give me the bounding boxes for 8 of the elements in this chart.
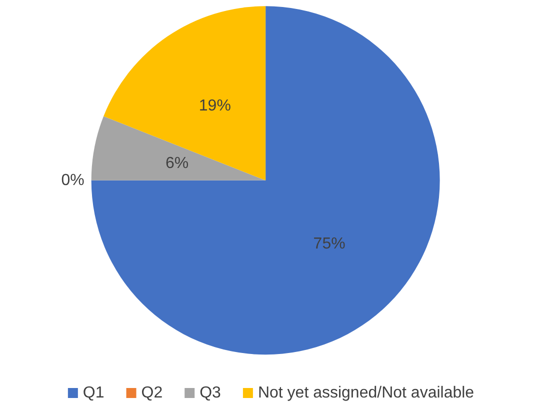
legend-label: Q1 (82, 384, 104, 402)
data-label: 6% (165, 155, 189, 172)
data-label: 75% (313, 236, 346, 253)
legend-label: Not yet assigned/Not available (258, 384, 474, 402)
legend-label: Q2 (141, 384, 163, 402)
data-label: 19% (198, 97, 231, 114)
text: 0% (61, 172, 84, 189)
legend-label: Q3 (200, 384, 222, 402)
